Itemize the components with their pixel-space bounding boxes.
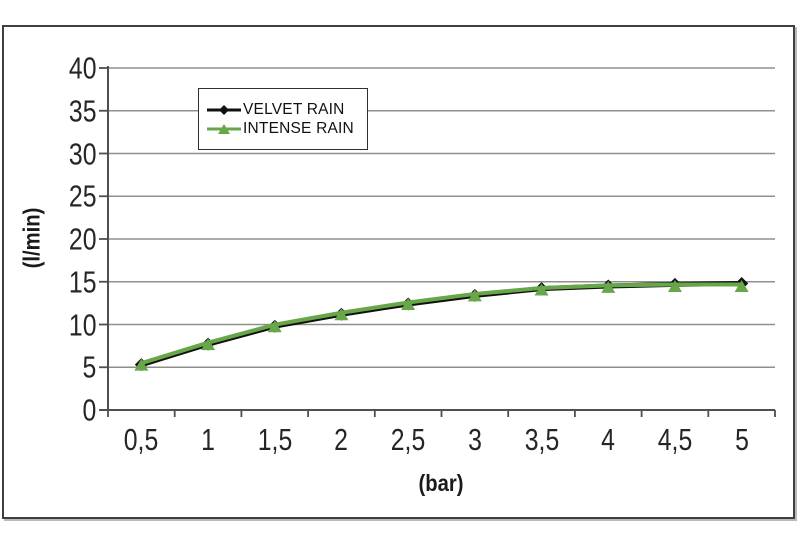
y-tick-label-0: 0 (82, 392, 96, 428)
legend: VELVET RAIN INTENSE RAIN (198, 88, 368, 150)
intense-rain-point (201, 338, 216, 351)
triangle-marker-icon (218, 123, 230, 134)
y-tick-label-15: 15 (68, 264, 96, 300)
y-tick-label-35: 35 (68, 93, 96, 129)
intense-rain-point (734, 280, 749, 293)
x-tick-label-2.5: 2,5 (390, 422, 426, 457)
intense-rain-point (467, 289, 482, 302)
y-tick-label-5: 5 (82, 349, 96, 385)
x-tick-label-5: 5 (734, 422, 749, 457)
x-tick-label-4: 4 (601, 422, 616, 457)
legend-item-velvet-rain: VELVET RAIN (206, 102, 367, 118)
diamond-marker-icon (219, 104, 229, 115)
legend-label-velvet-rain: VELVET RAIN (243, 100, 345, 118)
velvet-rain-line-marker-icon (207, 104, 241, 115)
x-tick-label-0.5: 0,5 (124, 422, 159, 457)
y-tick-label-10: 10 (68, 307, 96, 342)
x-tick-label-3.5: 3,5 (524, 422, 559, 457)
intense-rain-point (334, 308, 349, 321)
y-tick-label-25: 25 (68, 178, 96, 214)
x-tick-label-1: 1 (201, 422, 215, 457)
intense-rain-point (667, 280, 682, 293)
x-tick-label-1.5: 1,5 (257, 422, 292, 457)
y-axis-title: (l/min) (18, 207, 45, 269)
x-axis-title: (bar) (418, 470, 464, 496)
intense-rain-point (267, 320, 282, 333)
intense-rain-line (139, 282, 744, 366)
x-tick-label-3: 3 (467, 422, 482, 457)
x-tick-label-4.5: 4,5 (657, 422, 693, 457)
intense-rain-point (534, 283, 549, 296)
intense-rain-point (401, 297, 416, 310)
y-tick-label-30: 30 (68, 136, 96, 171)
intense-rain-point (601, 280, 616, 293)
x-tick-label-2: 2 (334, 422, 349, 457)
legend-label-intense-rain: INTENSE RAIN (243, 119, 354, 137)
y-tick-label-40: 40 (68, 50, 96, 86)
legend-item-intense-rain: INTENSE RAIN (206, 121, 367, 137)
intense-rain-point (134, 358, 149, 371)
intense-rain-line-marker-icon (207, 123, 241, 134)
y-tick-label-20: 20 (68, 221, 96, 257)
chart-frame (2, 25, 795, 519)
